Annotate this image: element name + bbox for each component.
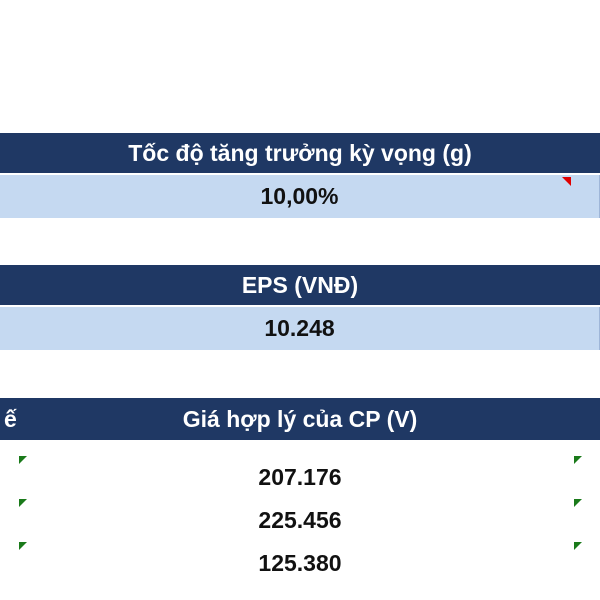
value-cell[interactable]: 10,00% <box>0 175 600 218</box>
header-cell: ế Giá hợp lý của CP (V) <box>0 398 600 442</box>
comment-indicator <box>562 177 571 186</box>
error-indicator <box>19 499 27 507</box>
value-cell[interactable]: 207.176 <box>258 464 342 490</box>
error-indicator <box>574 456 582 464</box>
error-indicator <box>19 456 27 464</box>
value-cell[interactable]: 10.248 <box>0 307 600 350</box>
error-indicator <box>574 542 582 550</box>
header-cell: EPS (VNĐ) <box>0 265 600 307</box>
error-indicator <box>19 542 27 550</box>
header-text: Giá hợp lý của CP (V) <box>182 405 418 432</box>
value-cell[interactable]: 225.456 <box>258 507 342 533</box>
header-cell: Tốc độ tăng trưởng kỳ vọng (g) <box>0 133 600 175</box>
header-cell-fragment: ế <box>4 405 17 432</box>
error-indicator <box>574 499 582 507</box>
value-cell[interactable]: 125.380 <box>258 550 342 576</box>
